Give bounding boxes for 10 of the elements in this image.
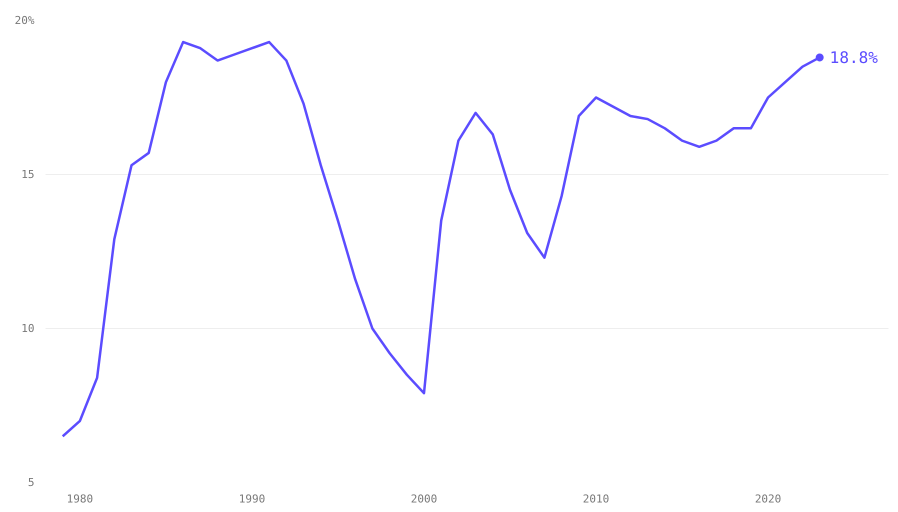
y-tick-label: 10 — [21, 322, 35, 335]
y-tick-label: 20% — [14, 14, 35, 27]
x-tick-label: 1980 — [66, 492, 94, 506]
x-tick-label: 2000 — [410, 492, 438, 506]
y-tick-label: 15 — [21, 168, 35, 181]
x-tick-label: 2010 — [582, 492, 610, 506]
x-tick-label: 1990 — [238, 492, 266, 506]
x-tick-label: 2020 — [754, 492, 782, 506]
annotation: 18.8% — [830, 48, 878, 67]
y-tick-label: 5 — [28, 476, 34, 489]
